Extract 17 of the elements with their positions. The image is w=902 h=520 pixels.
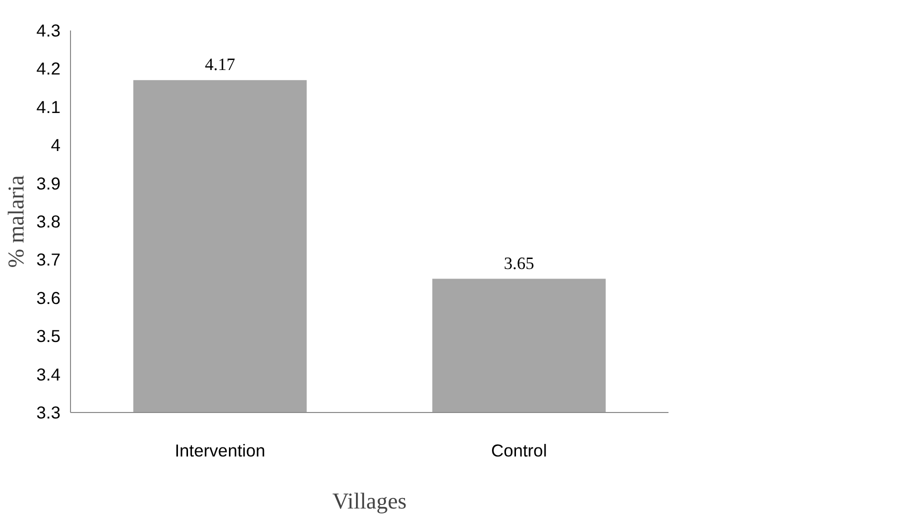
y-tick-label: 3.4 — [36, 364, 61, 384]
y-axis-title: % malaria — [3, 175, 28, 268]
data-label: 3.65 — [504, 254, 534, 273]
y-tick-label: 3.3 — [36, 402, 61, 422]
y-tick-label: 3.8 — [36, 212, 61, 232]
x-axis-title: Villages — [332, 488, 407, 514]
y-tick-label: 4.2 — [36, 58, 61, 79]
y-tick-label: 3.6 — [36, 288, 61, 308]
x-tick-label: Intervention — [174, 440, 266, 460]
y-tick-label: 4.1 — [36, 96, 61, 117]
y-tick-label: 4.3 — [36, 20, 61, 40]
y-tick-label: 3.5 — [36, 326, 61, 346]
x-tick-label: Control — [491, 440, 547, 460]
y-tick-label: 3.9 — [36, 173, 61, 194]
y-tick-label: 4 — [50, 135, 61, 156]
data-label: 4.17 — [204, 55, 236, 74]
y-tick-label: 3.7 — [36, 250, 61, 270]
